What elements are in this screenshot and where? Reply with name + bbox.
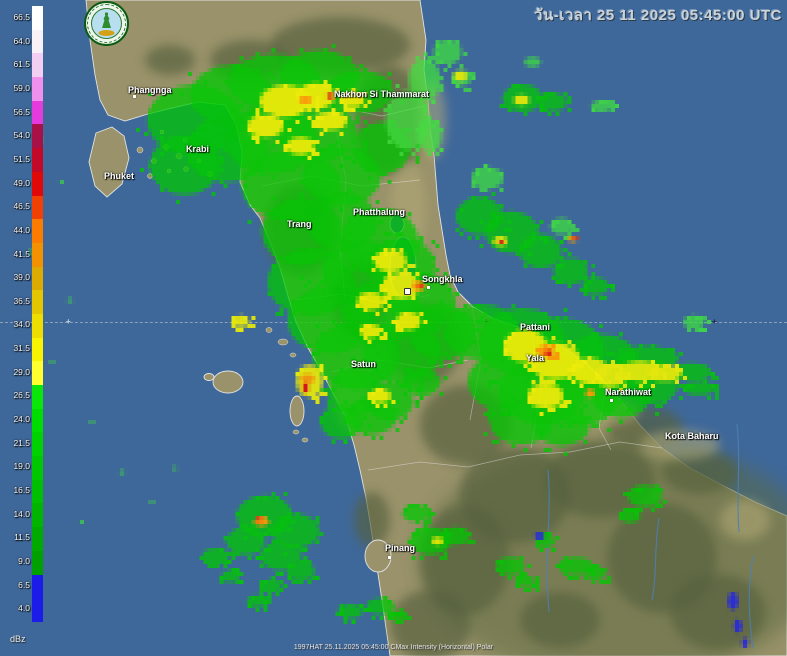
- radar-echo-canvas: [0, 0, 787, 656]
- radar-screen: dBz วัน-เวลา 25 11 2025 05:45:00 UTC 199…: [0, 0, 787, 656]
